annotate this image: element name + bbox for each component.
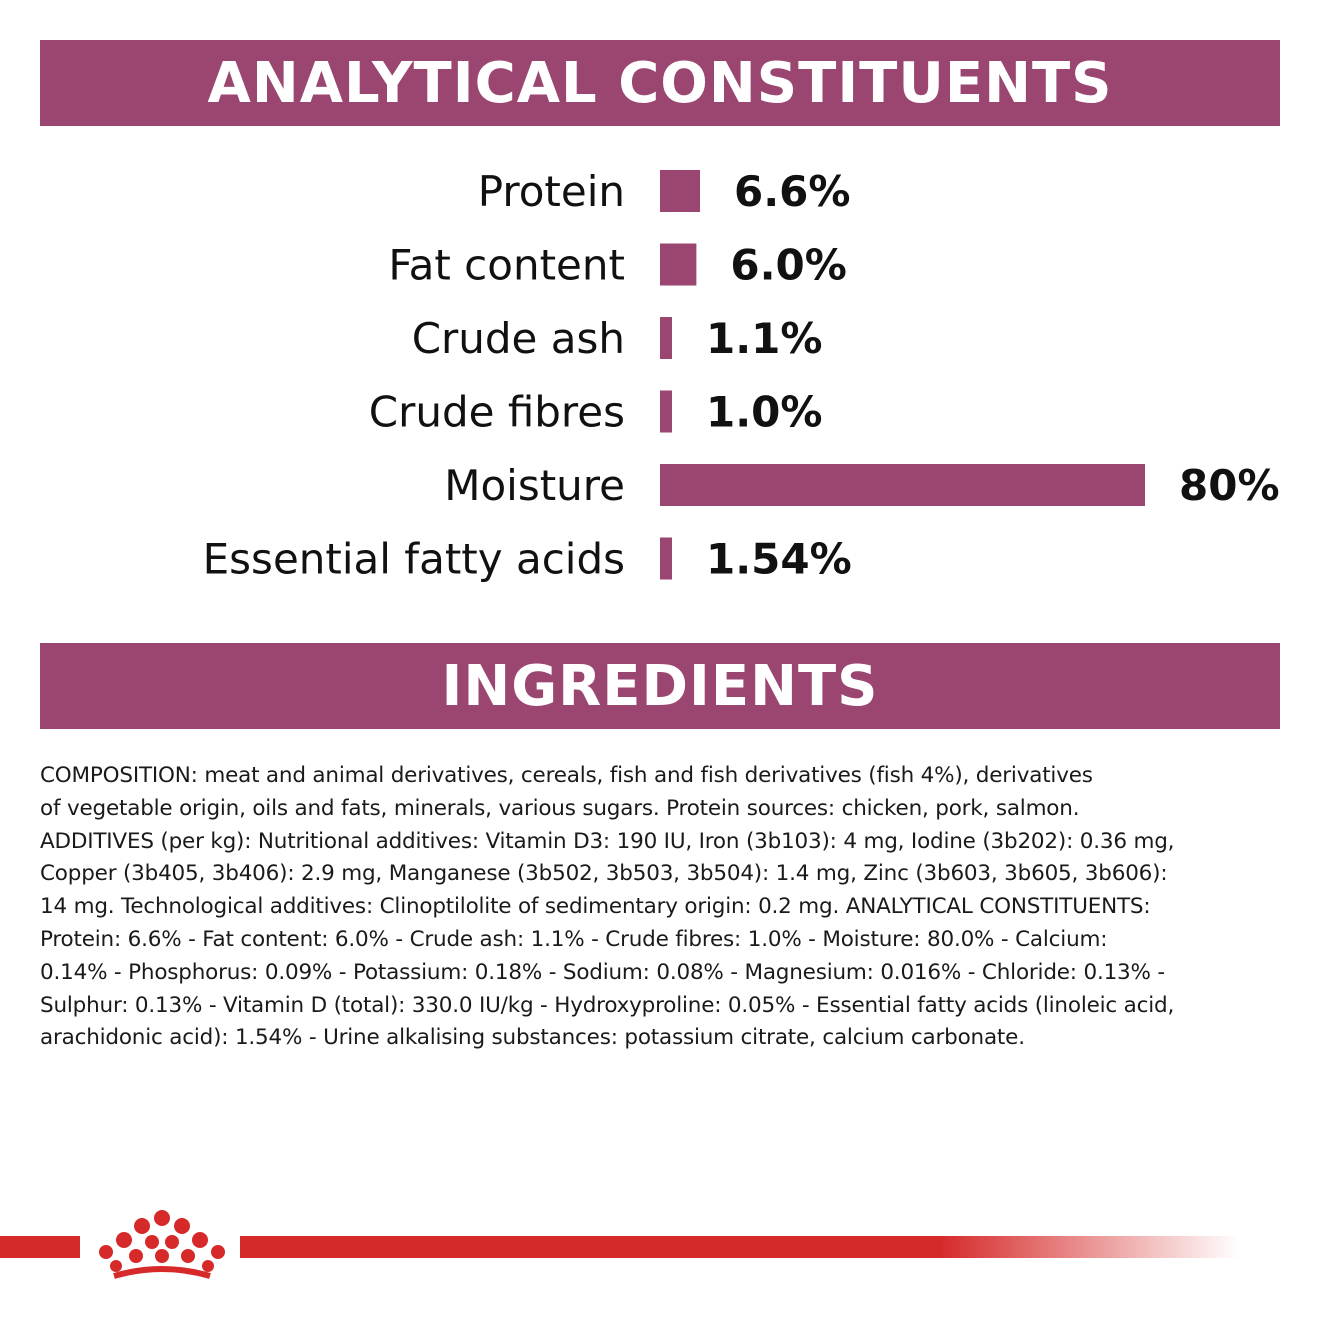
ingredients-banner: INGREDIENTS [40,643,1280,729]
bar-fat-content [660,243,697,286]
footer-stripe-right [240,1236,1240,1258]
ingredients-title: INGREDIENTS [441,653,879,719]
category-label-fat-content: Fat content [388,241,625,290]
category-label-moisture: Moisture [444,461,625,510]
composition-text: COMPOSITION: meat and animal derivatives… [40,763,1175,1051]
analytical-constituents-title: ANALYTICAL CONSTITUENTS [207,50,1113,116]
value-label-fat-content: 6.0% [730,241,846,290]
analytical-constituents-banner: ANALYTICAL CONSTITUENTS [40,40,1280,126]
value-label-essential-fatty-acids: 1.54% [706,535,852,584]
crown-icon [99,1210,225,1279]
bar-crude-ash [660,317,672,359]
bar-protein [660,170,701,212]
value-label-crude-fibres: 1.0% [706,388,822,437]
bar-crude-fibres [660,390,672,433]
value-label-crude-ash: 1.1% [706,314,822,363]
bar-essential-fatty-acids [660,537,672,580]
category-label-protein: Protein [478,167,625,216]
category-label-essential-fatty-acids: Essential fatty acids [203,535,625,584]
value-label-moisture: 80% [1179,461,1280,510]
analytical-constituents-chart: Protein 6.6% Fat content 6.0% Crude ash 1.1% C… [203,167,1280,584]
bar-moisture [660,464,1145,506]
category-label-crude-fibres: Crude fibres [369,388,625,437]
footer-stripe-left [0,1236,80,1258]
value-label-protein: 6.6% [734,167,850,216]
category-label-crude-ash: Crude ash [412,314,625,363]
